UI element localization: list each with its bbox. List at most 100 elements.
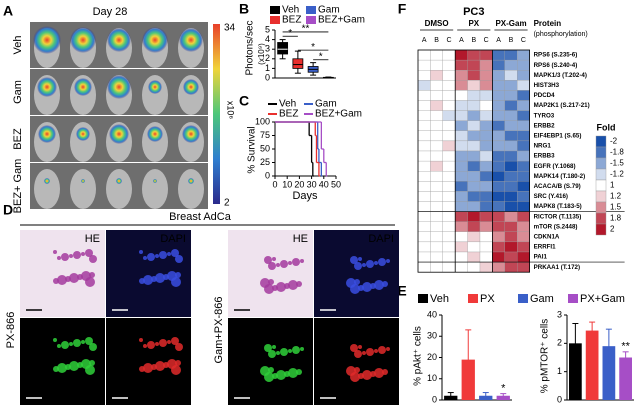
heatmap-cell xyxy=(479,261,493,273)
micrograph xyxy=(314,318,399,405)
row-label: PRKAA1 (T.172) xyxy=(534,264,580,271)
heatmap-cell xyxy=(504,49,518,61)
heatmap-cell xyxy=(492,191,505,202)
cell-cluster xyxy=(139,366,145,372)
heatmap-cell xyxy=(479,171,493,182)
heatmap-cell xyxy=(455,160,468,172)
heatmap-cell xyxy=(504,261,518,273)
heatmap-cell xyxy=(467,80,481,91)
panel-label: F xyxy=(398,1,407,17)
cell-cluster xyxy=(280,260,288,268)
cell-cluster xyxy=(272,257,276,261)
column-label: C xyxy=(446,37,451,44)
heatmap-cell xyxy=(492,150,505,162)
legend-label: PX xyxy=(480,293,495,305)
heatmap-cell xyxy=(417,59,431,71)
heatmap-cell xyxy=(430,241,443,253)
heatmap-cell xyxy=(467,241,481,253)
heatmap-cell xyxy=(467,211,481,222)
heatmap-cell xyxy=(430,130,443,142)
cell-cluster xyxy=(81,340,85,344)
row-label: SRC (Y.416) xyxy=(534,193,568,200)
signal-blob xyxy=(116,178,122,184)
heatmap-cell xyxy=(467,59,481,71)
heatmap-cell xyxy=(504,241,518,253)
heatmap-cell xyxy=(467,70,481,81)
legend-label: Gam xyxy=(315,99,337,110)
micrograph xyxy=(228,318,313,405)
heatmap-cell xyxy=(504,251,518,263)
heatmap-cell xyxy=(467,110,481,121)
row-label: RICTOR (T.1135) xyxy=(534,213,582,220)
cell-cluster xyxy=(61,341,69,349)
cell-cluster xyxy=(288,368,298,378)
heatmap-cell xyxy=(504,150,518,162)
y-tick-label: 75 xyxy=(260,130,270,140)
heatmap-cell xyxy=(504,59,518,71)
heatmap-cell xyxy=(492,70,505,81)
row-label: CDKN1A xyxy=(534,233,560,240)
cell-cluster xyxy=(69,342,73,346)
heatmap-cell xyxy=(517,221,530,232)
heatmap-cell xyxy=(455,171,468,182)
heatmap-cell xyxy=(442,221,456,232)
heatmap-cell xyxy=(417,70,431,81)
heatmap-cell xyxy=(455,49,468,61)
y-axis-label: % pAkt⁺ cells xyxy=(413,326,424,386)
heatmap-cell xyxy=(492,181,505,192)
row-label: Veh xyxy=(12,36,24,55)
heatmap-cell xyxy=(492,211,505,222)
heatmap-cell xyxy=(455,59,468,71)
cell-cluster xyxy=(264,284,274,294)
heatmap-cell xyxy=(442,211,456,222)
cell-cluster xyxy=(139,338,143,342)
panel-label: B xyxy=(239,1,249,17)
heatmap-cell xyxy=(517,59,530,71)
heatmap-cell xyxy=(504,120,518,131)
heatmap-cell xyxy=(467,171,481,182)
stain-label: HE xyxy=(85,233,100,245)
y-tick-label: 1 xyxy=(265,63,270,73)
heatmap-cell xyxy=(417,110,431,121)
legend-swatch xyxy=(418,294,428,303)
heatmap-cell xyxy=(479,241,493,253)
row-label: EIF4EBP1 (S.65) xyxy=(534,132,582,139)
cell-cluster xyxy=(53,278,59,284)
row-label: ACACA/B (S.79) xyxy=(534,183,581,190)
cell-cluster xyxy=(69,273,79,283)
heatmap-cell xyxy=(479,59,493,71)
cell-cluster xyxy=(280,348,288,356)
heatmap-cell xyxy=(517,110,530,121)
heatmap-cell xyxy=(417,261,431,273)
panel-label: A xyxy=(3,3,13,19)
cell-cluster xyxy=(292,346,300,354)
heatmap-cell xyxy=(417,140,431,152)
heatmap-cell xyxy=(479,120,493,131)
cell-cluster xyxy=(264,256,272,264)
y-axis-unit: (x10⁹) xyxy=(257,43,266,65)
signal-blob xyxy=(109,124,129,144)
signal-blob xyxy=(44,178,50,184)
colorbar xyxy=(213,24,220,204)
signal-blob xyxy=(142,27,168,53)
cell-cluster xyxy=(57,363,67,373)
heatmap-cell xyxy=(442,181,456,192)
cell-cluster xyxy=(386,347,390,351)
cell-cluster xyxy=(354,350,362,358)
box xyxy=(277,42,289,55)
column-label: A xyxy=(459,37,464,44)
heatmap-cell xyxy=(467,221,481,232)
cell-cluster xyxy=(386,259,390,263)
cell-cluster xyxy=(272,345,276,349)
heatmap-cell xyxy=(442,160,456,172)
row-label: HIST3H3 xyxy=(534,82,560,89)
heatmap-cell xyxy=(517,70,530,81)
column-label: C xyxy=(484,37,489,44)
heatmap-cell xyxy=(479,150,493,162)
heatmap-cell xyxy=(430,171,443,182)
stain-label: CK xyxy=(85,321,101,333)
x-tick-label: 30 xyxy=(307,179,317,189)
y-tick-label: 2 xyxy=(265,53,270,63)
heatmap-cell xyxy=(442,90,456,101)
